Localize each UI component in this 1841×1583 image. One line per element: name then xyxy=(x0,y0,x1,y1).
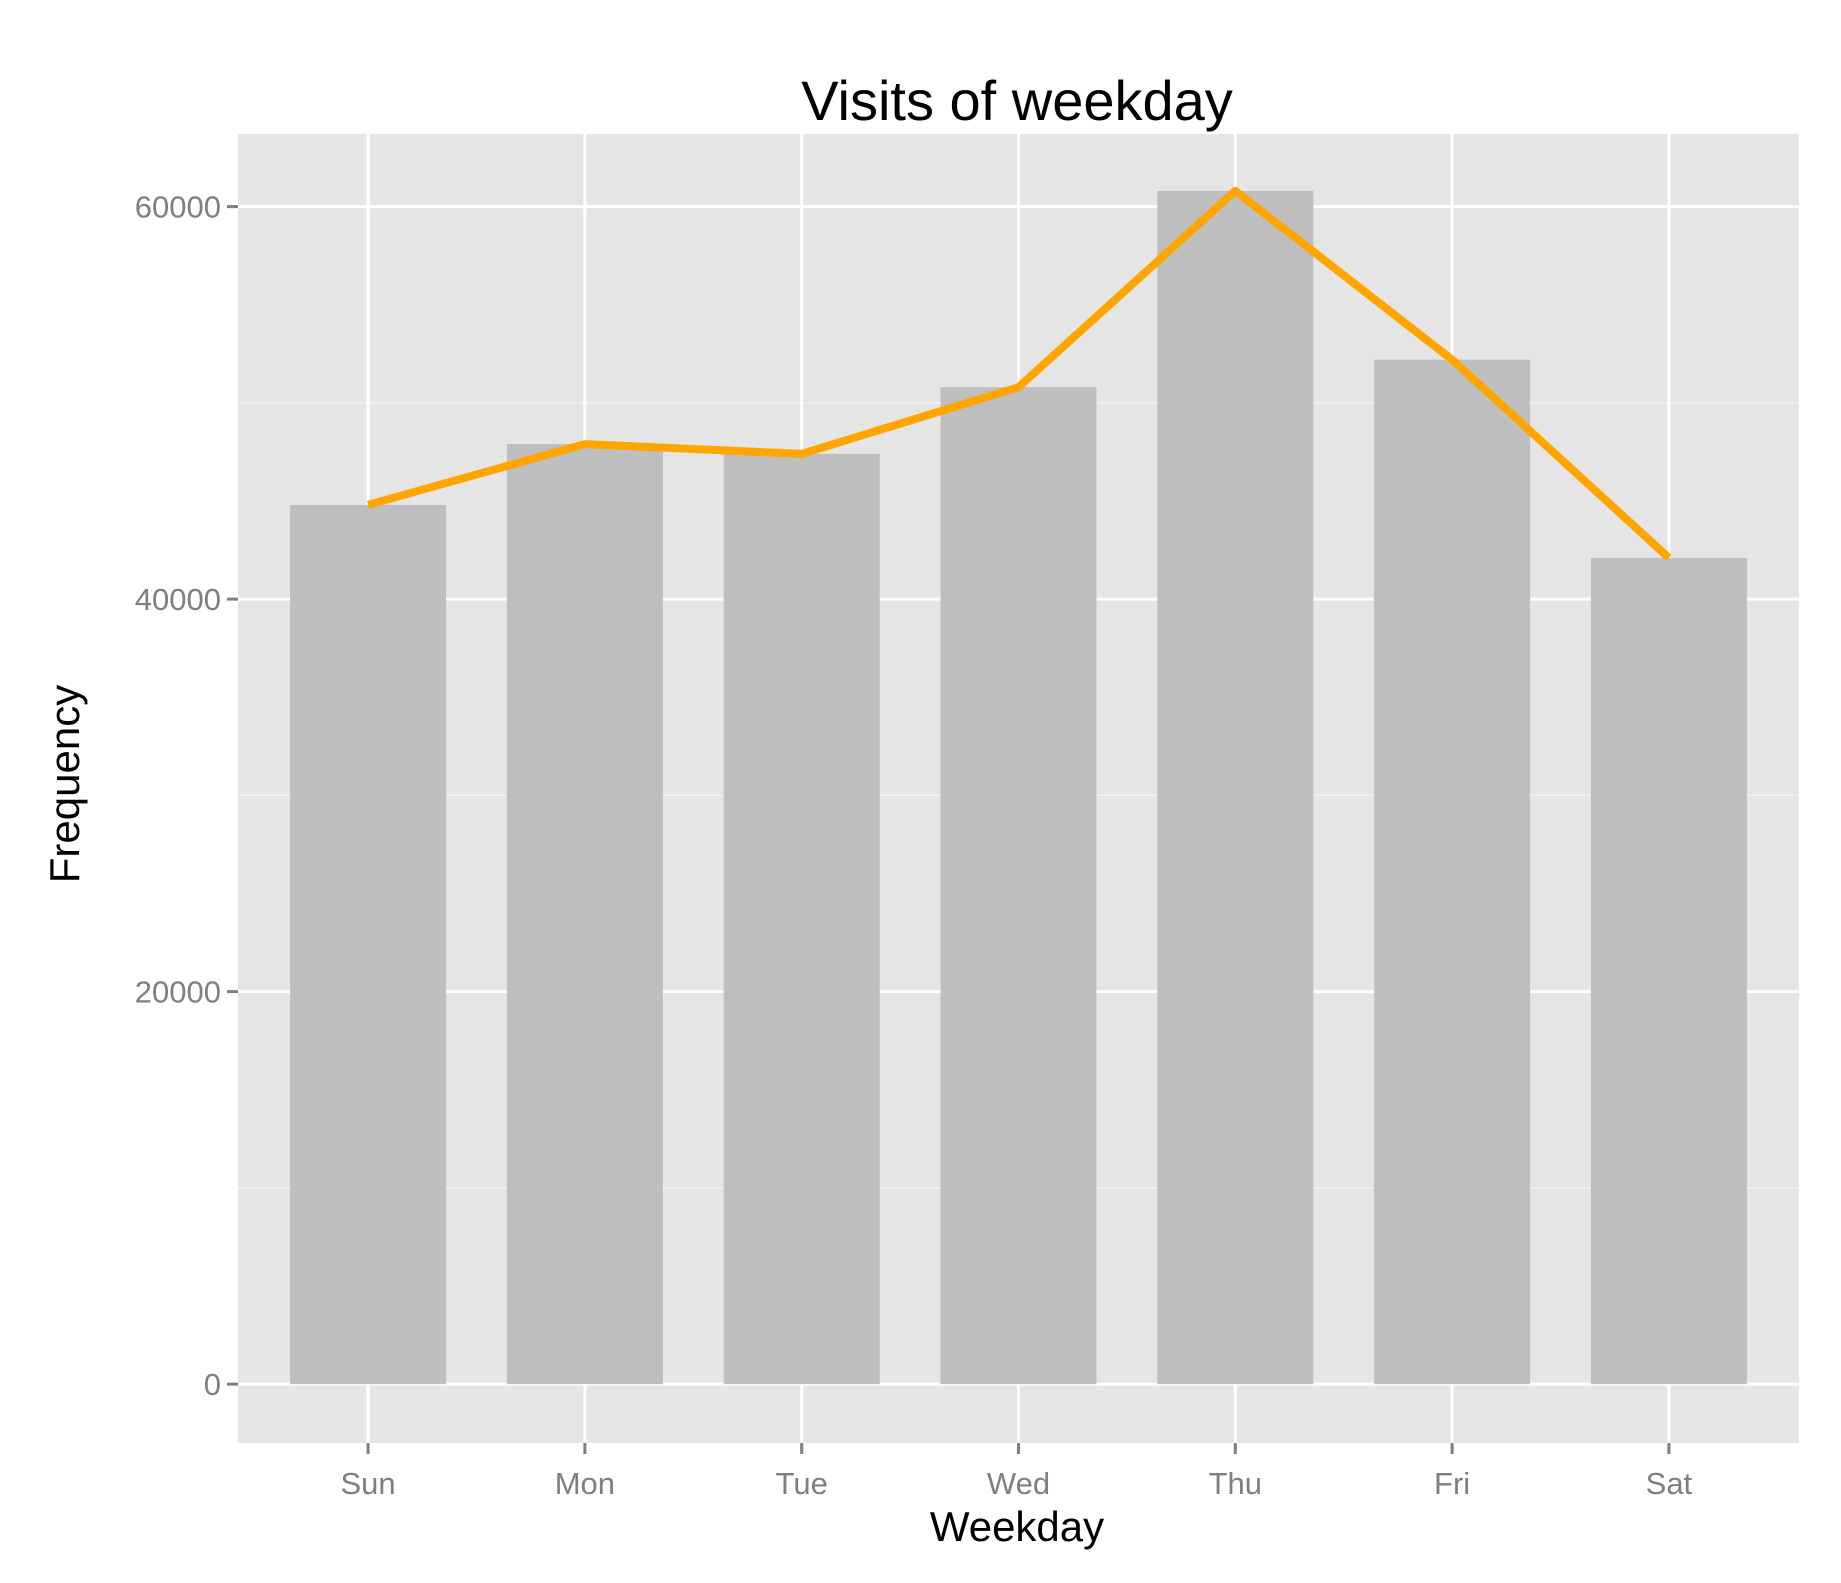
x-tick-label: Sun xyxy=(340,1466,395,1501)
x-tick-label: Tue xyxy=(776,1466,828,1501)
bar-sat xyxy=(1590,557,1747,1385)
chart-title: Visits of weekday xyxy=(801,69,1233,132)
bar-fri xyxy=(1374,359,1531,1385)
bar-wed xyxy=(940,387,1097,1385)
y-tick-label: 60000 xyxy=(135,190,221,225)
y-tick-label: 20000 xyxy=(135,975,221,1010)
bar-sun xyxy=(290,504,447,1385)
x-tick-label: Wed xyxy=(987,1466,1050,1501)
y-tick-label: 0 xyxy=(204,1367,221,1402)
frequency-line xyxy=(367,186,1672,561)
x-tick-label: Fri xyxy=(1434,1466,1470,1501)
y-axis-title: Frequency xyxy=(41,685,88,883)
x-axis-title: Weekday xyxy=(930,1503,1104,1550)
y-tick-label: 40000 xyxy=(135,582,221,617)
bar-mon xyxy=(506,444,663,1385)
x-tick-label: Sat xyxy=(1646,1466,1693,1501)
bar-thu xyxy=(1157,190,1314,1385)
x-tick-label: Thu xyxy=(1209,1466,1262,1501)
bar-tue xyxy=(723,453,880,1385)
x-tick-label: Mon xyxy=(555,1466,615,1501)
